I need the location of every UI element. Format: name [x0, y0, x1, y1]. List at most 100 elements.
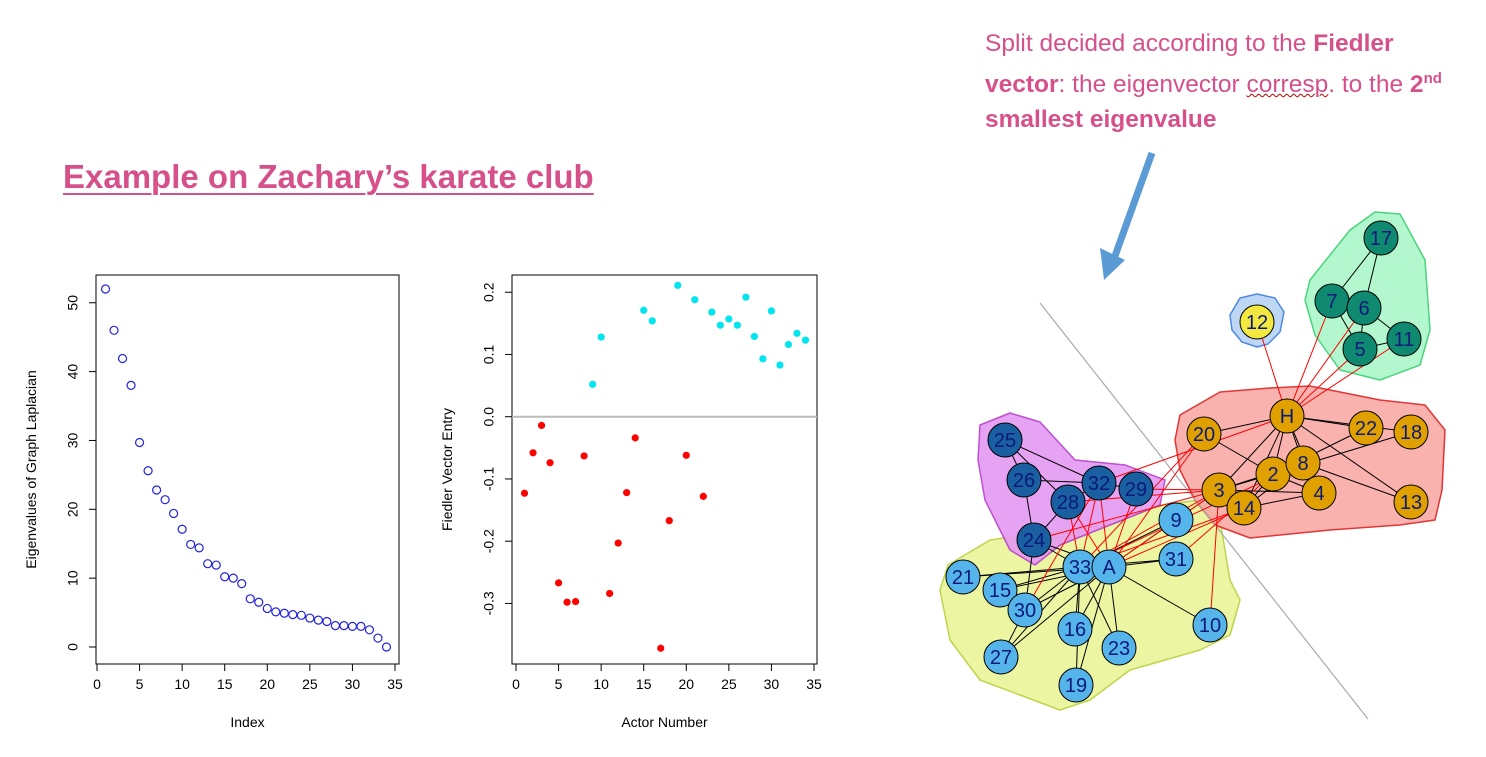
node-label: 14	[1233, 498, 1255, 520]
node-label: 32	[1088, 473, 1110, 495]
node	[1201, 472, 1237, 508]
node-label: 13	[1400, 492, 1422, 514]
cross-edge	[1033, 489, 1220, 541]
cross-edge	[1108, 433, 1205, 568]
data-point	[580, 452, 588, 460]
x-tick-label: 35	[806, 676, 822, 692]
data-point	[606, 589, 614, 598]
data-point	[245, 594, 255, 604]
slide-title: Example on Zachary’s karate club	[63, 158, 594, 195]
node	[982, 572, 1018, 608]
node	[1393, 414, 1429, 450]
note-squiggle: corresp	[1246, 71, 1329, 99]
x-tick-label: 15	[636, 676, 652, 692]
node	[1058, 667, 1094, 703]
split-line	[1039, 302, 1369, 720]
node-label: 20	[1193, 424, 1215, 446]
data-point	[546, 459, 554, 467]
data-point	[305, 613, 315, 623]
node	[987, 422, 1023, 458]
node-label: 28	[1057, 492, 1079, 514]
node-label: 4	[1313, 483, 1324, 505]
data-point	[776, 361, 784, 369]
data-point	[742, 293, 750, 301]
data-point	[211, 560, 221, 570]
x-tick-label: 30	[764, 676, 780, 692]
data-point	[254, 597, 264, 607]
data-point	[614, 539, 622, 547]
data-point	[554, 579, 563, 587]
node-label: 9	[1170, 510, 1181, 532]
y-tick-label: 20	[65, 501, 81, 517]
node	[1016, 522, 1052, 558]
x-tick-label: 35	[387, 676, 403, 692]
fiedler-vector-plot: 0 5 10 15 20 25 30 35 -0.3 -0.2 -0.1 0.0 0.1 0.2 Actor…	[439, 274, 822, 730]
data-point	[228, 573, 238, 583]
node-label: 7	[1326, 291, 1337, 313]
edge	[1000, 566, 1110, 658]
data-point	[288, 610, 298, 620]
data-point	[339, 621, 349, 631]
note-part2: : the eigenvector	[1058, 71, 1247, 99]
data-point	[330, 621, 340, 631]
y-axis-label: Fiedler Vector Entry	[439, 408, 455, 531]
fiedler-note: Split decided according to the Fiedler v…	[985, 26, 1475, 137]
x-axis-label: Actor Number	[621, 714, 708, 730]
node-label: 6	[1358, 298, 1369, 320]
data-point	[347, 621, 358, 631]
note-bold2-post: smallest eigenvalue	[985, 106, 1217, 134]
note-bold2-pre: 2	[1409, 71, 1424, 99]
node-label: 17	[1370, 228, 1392, 250]
node-label: 22	[1355, 418, 1377, 440]
data-point	[529, 449, 537, 457]
data-point	[665, 517, 673, 525]
data-point	[322, 616, 332, 627]
data-point	[725, 315, 733, 323]
note-bold2-sup: nd	[1423, 70, 1442, 87]
node	[1186, 416, 1222, 452]
data-point	[708, 308, 716, 316]
node	[945, 559, 981, 595]
y-tick-label: -0.3	[481, 591, 497, 615]
node-label: 16	[1064, 619, 1086, 641]
data-point	[100, 284, 111, 294]
cross-edge	[1209, 489, 1220, 626]
node	[1091, 549, 1127, 585]
node	[1226, 490, 1262, 526]
node-label: 33	[1069, 557, 1091, 579]
data-point	[623, 489, 631, 497]
node	[1393, 484, 1429, 520]
plot-frame	[95, 274, 400, 665]
node	[1158, 502, 1194, 538]
edge	[1075, 566, 1110, 686]
data-point	[537, 421, 546, 430]
data-point	[563, 598, 571, 606]
data-point	[657, 644, 665, 652]
data-point	[364, 625, 375, 635]
data-point	[143, 466, 153, 476]
node	[1342, 331, 1378, 367]
node-label: 23	[1108, 638, 1130, 660]
x-tick-label: 25	[721, 676, 737, 692]
node	[1081, 465, 1117, 501]
x-tick-label: 15	[217, 676, 233, 692]
data-point	[220, 572, 230, 582]
node	[1192, 607, 1228, 643]
data-point	[759, 355, 767, 363]
data-point	[640, 306, 648, 314]
node-label: 12	[1246, 312, 1268, 334]
y-tick-label: -0.2	[481, 529, 497, 553]
x-axis-label: Index	[230, 714, 264, 730]
node-label: 8	[1297, 453, 1308, 475]
x-tick-label: 20	[678, 676, 694, 692]
node	[983, 639, 1019, 675]
node	[1285, 445, 1321, 481]
data-point	[801, 336, 810, 344]
data-point	[186, 539, 196, 550]
y-axis-label: Eigenvalues of Graph Laplacian	[23, 370, 39, 568]
data-point	[381, 642, 392, 652]
cross-edge	[1286, 300, 1333, 417]
cross-edge	[1175, 473, 1274, 560]
x-tick-label: 0	[93, 676, 101, 692]
x-tick-label: 25	[302, 676, 318, 692]
